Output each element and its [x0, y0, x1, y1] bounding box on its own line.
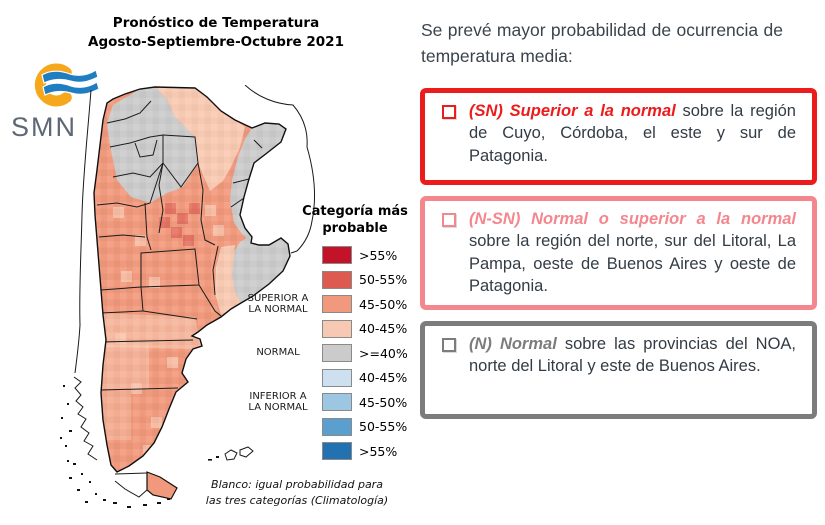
bullet-column [429, 208, 469, 227]
legend-swatch [322, 246, 352, 265]
map-title: Pronóstico de Temperatura Agosto-Septiem… [78, 14, 354, 52]
info-box-superior: (SN) Superior a la normal sobre la regió… [420, 88, 817, 185]
category-tag: (SN) Superior a la normal [469, 102, 676, 120]
map-title-line1: Pronóstico de Temperatura [112, 15, 320, 31]
map-legend: Categoría más probable >55% 50-55% SUPER… [238, 204, 423, 463]
malvinas-islands [208, 446, 254, 461]
bullet-column [429, 100, 469, 119]
square-bullet-icon [442, 338, 456, 352]
legend-row: 40-45% [238, 316, 423, 341]
category-label-normal: NORMAL [256, 347, 300, 359]
info-box-text: (N-SN) Normal o superior a la normal sob… [469, 208, 796, 297]
legend-row: 50-55% [238, 414, 423, 439]
legend-row: SUPERIOR A LA NORMAL 45-50% [238, 292, 423, 317]
square-bullet-icon [442, 213, 456, 227]
category-label-superior: SUPERIOR A LA NORMAL [247, 292, 309, 316]
category-tag: (N-SN) Normal o superior a la normal [469, 210, 796, 228]
wave-icon [42, 81, 100, 96]
legend-swatch [322, 270, 352, 289]
legend-label: 50-55% [359, 272, 408, 288]
legend-rows: >55% 50-55% SUPERIOR A LA NORMAL 45-50% … [238, 243, 423, 464]
info-box-text: (N) Normal sobre las provincias del NOA,… [469, 333, 796, 378]
legend-row: 50-55% [238, 267, 423, 292]
legend-label: >55% [359, 247, 398, 263]
footnote-line2: las tres categorías (Climatología) [205, 493, 389, 507]
legend-swatch [322, 417, 352, 436]
legend-row: INFERIOR A LA NORMAL 45-50% [238, 390, 423, 415]
legend-swatch [322, 319, 352, 338]
argentina-forecast-map [60, 85, 315, 508]
info-box-text: (SN) Superior a la normal sobre la regió… [469, 100, 796, 167]
category-description: sobre la región del norte, sur del Litor… [469, 232, 796, 295]
wave-icon [41, 69, 99, 84]
category-tag: (N) Normal [469, 335, 557, 353]
legend-label: 40-45% [359, 370, 408, 386]
legend-title-line2: probable [322, 220, 388, 236]
category-description: sobre la región de Cuyo, Córdoba, el est… [469, 102, 796, 165]
legend-swatch [322, 368, 352, 387]
legend-swatch [322, 295, 352, 314]
legend-row: NORMAL >=40% [238, 341, 423, 366]
legend-row: >55% [238, 243, 423, 268]
category-description: sobre las provincias del NOA, norte del … [469, 335, 796, 376]
legend-label: 45-50% [359, 394, 408, 410]
square-bullet-icon [442, 105, 456, 119]
uruguay-brazil-coastline [244, 85, 315, 254]
info-box-normal-superior: (N-SN) Normal o superior a la normal sob… [420, 196, 817, 310]
legend-label: >55% [359, 443, 398, 459]
legend-label: 50-55% [359, 419, 408, 435]
province-borders [96, 100, 263, 391]
category-label-inferior: INFERIOR A LA NORMAL [248, 390, 308, 414]
tierra-del-fuego [114, 471, 178, 500]
legend-swatch [322, 344, 352, 363]
legend-label: 45-50% [359, 296, 408, 312]
map-title-line2: Agosto-Septiembre-Octubre 2021 [88, 33, 344, 50]
sun-arc [34, 63, 72, 107]
footnote-line1: Blanco: igual probabilidad para [211, 478, 383, 491]
legend-title: Categoría más probable [296, 204, 414, 238]
bullet-column [429, 333, 469, 352]
legend-swatch [322, 442, 352, 461]
legend-label: 40-45% [359, 321, 408, 337]
legend-row: >55% [238, 439, 423, 464]
argentina-outline [93, 86, 291, 473]
map-footnote: Blanco: igual probabilidad para las tres… [188, 477, 406, 509]
intro-text: Se prevé mayor probabilidad de ocurrenci… [421, 20, 783, 67]
chile-coastline [60, 89, 170, 508]
smn-logo-text: SMN [11, 112, 77, 142]
info-box-normal: (N) Normal sobre las provincias del NOA,… [420, 321, 817, 419]
legend-row: 40-45% [238, 365, 423, 390]
legend-title-line1: Categoría más [302, 204, 408, 219]
legend-swatch [322, 393, 352, 412]
smn-logo-icon [34, 63, 100, 107]
legend-label: >=40% [359, 345, 408, 361]
